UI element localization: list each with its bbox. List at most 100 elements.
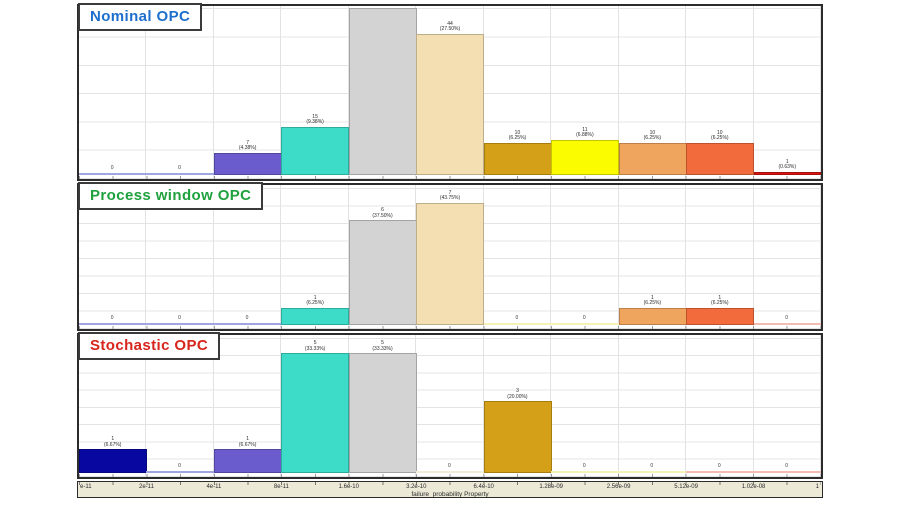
- vertical-gridline: [281, 6, 349, 179]
- vertical-gridline: [214, 185, 282, 329]
- bar-percent: (0.63%): [778, 164, 797, 171]
- bar-percent: (6.25%): [508, 135, 527, 142]
- histogram-bar: [348, 8, 417, 175]
- vertical-gridline: [79, 6, 147, 179]
- bar-percent: (6.67%): [103, 441, 122, 448]
- histogram-bar: [416, 202, 485, 325]
- bar-count: 1: [650, 294, 654, 301]
- bar-percent: (9.38%): [306, 119, 324, 126]
- histogram-bar: [146, 173, 215, 175]
- zero-count-label: 0: [785, 315, 789, 321]
- bar-value-label: 5 (33.33%): [343, 340, 423, 352]
- chart-title-label: Process window OPC: [90, 187, 252, 204]
- vertical-gridline: [146, 335, 214, 477]
- vertical-gridline: [214, 335, 282, 477]
- chart-title-label: Stochastic OPC: [90, 337, 209, 354]
- bar-percent: (33.33%): [304, 345, 326, 352]
- bar-value-label: 15 (9.38%): [275, 114, 355, 126]
- vertical-gridline: [619, 335, 687, 477]
- bar-count: 11: [582, 126, 588, 133]
- bar-percent: (6.25%): [306, 300, 324, 306]
- zero-count-label: 0: [582, 463, 586, 469]
- vertical-gridline: [619, 6, 687, 179]
- zero-count-label: 0: [448, 463, 451, 469]
- chart-title-nominal-opc: Nominal OPC: [78, 3, 203, 31]
- x-axis-tick-label: 1: [815, 484, 819, 490]
- vertical-gridline: [79, 335, 147, 477]
- bar-count: 1: [313, 294, 317, 301]
- bar-value-label: 7 (4.38%): [208, 140, 288, 152]
- x-axis-tick-label: 1.28e-09: [539, 484, 564, 490]
- zero-count-label: 0: [178, 463, 181, 469]
- zero-count-label: 0: [110, 315, 114, 321]
- bar-percent: (37.50%): [372, 212, 393, 219]
- vertical-gridline: [551, 185, 619, 329]
- bar-count: 1: [111, 436, 115, 442]
- x-axis-tick-label: 2e-11: [139, 484, 154, 490]
- vertical-gridline: [686, 335, 754, 477]
- x-axis-tick-label: 3.2e-10: [406, 484, 427, 490]
- bar-percent: (27.50%): [439, 26, 461, 33]
- chart-stochastic-opc: 1 (6.67%) 0 1 (6.67%) 5 (33.33%) 5 (33.33%) 0 3 (20…: [77, 332, 823, 479]
- histogram-bar: [146, 323, 215, 325]
- vertical-gridline: [754, 185, 821, 329]
- bar-count: 6: [381, 207, 384, 213]
- zero-count-label: 0: [717, 463, 721, 469]
- x-axis-tick-label: 1.02e-08: [741, 484, 766, 490]
- histogram-bar: [551, 323, 620, 325]
- plot-area-nominal: 0 0 7(4.38%) 15(9.38%) 52(32.50%) 44(27.50%) 1…: [79, 6, 821, 179]
- zero-count-label: 0: [785, 463, 789, 469]
- bar-value-label: 3 (20.00%): [477, 388, 557, 400]
- x-axis: failure_probability Property e-11 2e-11 4e…: [77, 481, 823, 498]
- bar-count: 1: [246, 436, 250, 442]
- plot-area-process-window: 0 0 0 1 (6.25%) 6 (37.50%) 7 (43.75%) 0 0 1 (6.25%) 1…: [79, 185, 821, 329]
- bar-value-label: 44 (27.50%): [410, 21, 490, 33]
- histogram-bar: [281, 353, 350, 473]
- bar-count: 10: [649, 129, 656, 136]
- histogram-bar: [146, 471, 215, 473]
- bar-percent: (20.00%): [507, 393, 528, 400]
- histogram-bar: [416, 471, 485, 473]
- x-axis-title: failure_probability Property: [411, 490, 489, 498]
- bar-value-label: 6 (37.50%): [343, 207, 423, 219]
- histogram-bar: [79, 173, 147, 175]
- histogram-bar: [618, 142, 687, 175]
- vertical-gridline: [686, 185, 754, 329]
- bar-value-label: 10 (6.25%): [612, 129, 692, 142]
- histogram-bar: [686, 307, 755, 325]
- baseline-tick-marks: [79, 326, 821, 329]
- bar-count: 5: [313, 340, 317, 346]
- bar-value-label: 5 (33.33%): [275, 340, 355, 352]
- bar-value-label: 1 (6.25%): [612, 294, 692, 307]
- histogram-bar: [348, 353, 417, 473]
- zero-count-label: 0: [110, 165, 114, 171]
- histogram-bar: [753, 323, 821, 325]
- bar-value-label: 7 (43.75%): [410, 190, 490, 202]
- bar-count: 5: [381, 340, 384, 346]
- histogram-bar: [483, 142, 552, 175]
- histogram-bar: [348, 220, 417, 325]
- bar-value-label: 11 (6.88%): [545, 126, 625, 139]
- vertical-gridline: [551, 6, 619, 179]
- bar-value-label: 1 (0.63%): [747, 159, 821, 171]
- histogram-bar: [753, 471, 821, 473]
- x-axis-tick-label: 8e-11: [273, 484, 289, 490]
- vertical-gridline: [146, 185, 214, 329]
- histogram-bar: [618, 471, 687, 473]
- chart-title-label: Nominal OPC: [90, 8, 191, 25]
- x-axis-tick-label: 5.12e-09: [674, 484, 698, 490]
- bar-percent: (6.25%): [643, 300, 662, 306]
- x-axis-tick-marks: [79, 482, 821, 485]
- histogram-bar: [416, 33, 485, 175]
- bar-count: 10: [514, 129, 521, 136]
- histogram-bar: [281, 126, 350, 175]
- vertical-gridline: [281, 185, 349, 329]
- histogram-bar: [753, 171, 821, 175]
- bar-percent: (43.75%): [439, 195, 461, 201]
- chart-title-stochastic-opc: Stochastic OPC: [78, 332, 221, 360]
- zero-count-label: 0: [515, 315, 519, 321]
- vertical-gridline: [484, 6, 552, 179]
- bar-count: 10: [717, 129, 723, 136]
- x-axis-tick-label: 6.4e-10: [473, 484, 494, 490]
- bar-count: 3: [516, 388, 519, 394]
